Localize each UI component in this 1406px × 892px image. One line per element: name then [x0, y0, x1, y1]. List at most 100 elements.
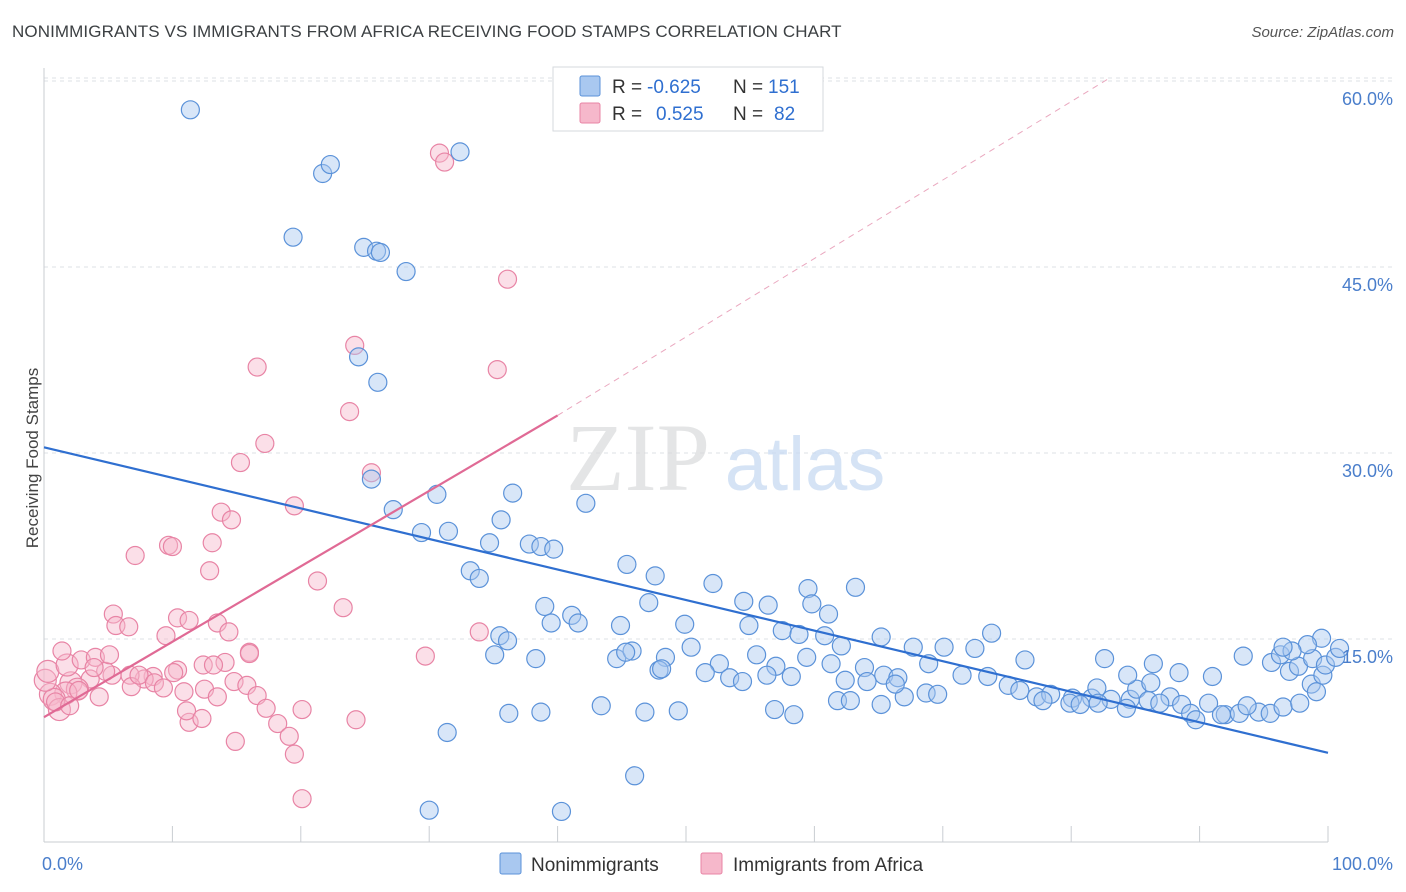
blue-point-26 — [617, 554, 637, 575]
pink-point-33 — [164, 663, 184, 683]
pink-point-68 — [292, 789, 312, 809]
legend-swatch-nonimmigrants — [579, 75, 601, 97]
pink-point-13 — [202, 533, 222, 553]
pink-point-46 — [33, 668, 57, 692]
pink-point-60 — [237, 675, 257, 695]
pink-point-30 — [193, 655, 213, 675]
pink-point-47 — [36, 659, 60, 683]
blue-point-17 — [576, 493, 596, 513]
pink-point-19 — [333, 598, 353, 618]
blue-point-37 — [562, 605, 582, 625]
blue-point-137 — [419, 800, 439, 820]
pink-point-29 — [215, 652, 235, 673]
blue-point-138 — [551, 801, 572, 822]
blue-point-63 — [821, 654, 841, 674]
pink-point-72 — [346, 710, 366, 730]
legend-r-label-2: R = — [612, 104, 642, 125]
pink-point-69 — [225, 731, 245, 752]
y-axis-label: Receiving Food Stamps — [23, 368, 42, 548]
pink-point-22 — [119, 617, 139, 637]
legend-n-value-2: 82 — [774, 104, 795, 125]
blue-point-9 — [348, 347, 369, 367]
y-tick-label-0: 15.0% — [1342, 647, 1393, 667]
source-label: Source: ZipAtlas.com — [1251, 24, 1394, 41]
pink-point-59 — [224, 671, 244, 692]
blue-point-143 — [695, 663, 715, 683]
blue-point-0 — [283, 227, 303, 247]
blue-point-84 — [1198, 693, 1219, 713]
blue-point-38 — [568, 613, 588, 633]
blue-point-121 — [840, 691, 860, 711]
pink-point-52 — [121, 677, 141, 697]
blue-point-24 — [469, 568, 489, 589]
pink-point-9 — [361, 463, 382, 483]
x-tick-label-1: 100.0% — [1332, 854, 1393, 874]
pink-point-24 — [179, 610, 199, 631]
blue-point-95 — [1118, 665, 1138, 685]
x-tick-label-0: 0.0% — [42, 854, 83, 874]
blue-point-116 — [635, 702, 655, 722]
blue-point-132 — [1211, 705, 1232, 725]
blue-point-83 — [1181, 703, 1201, 723]
blue-point-36 — [541, 613, 561, 633]
grid-lines — [44, 77, 1394, 640]
blue-point-101 — [1270, 645, 1291, 665]
blue-point-41 — [485, 645, 505, 665]
blue-point-142 — [652, 659, 672, 679]
blue-point-146 — [757, 665, 777, 685]
blue-point-32 — [639, 593, 659, 613]
blue-point-135 — [1033, 691, 1053, 711]
blue-point-40 — [497, 631, 518, 651]
blue-point-114 — [531, 702, 551, 722]
blue-point-148 — [835, 670, 855, 690]
blue-point-19 — [519, 534, 539, 554]
pink-point-18 — [307, 571, 328, 591]
y-tick-label-3: 60.0% — [1342, 89, 1393, 109]
pink-point-2 — [497, 269, 518, 289]
blue-point-89 — [1273, 697, 1293, 717]
blue-point-51 — [903, 637, 923, 657]
blue-point-62 — [797, 647, 817, 667]
legend-n-label-1: N = — [733, 77, 763, 98]
blue-point-16 — [503, 483, 523, 503]
pink-point-15 — [162, 536, 182, 557]
pink-point-11 — [211, 502, 231, 522]
pink-point-31 — [203, 655, 224, 675]
blue-point-144 — [720, 668, 740, 688]
blue-point-92 — [1306, 682, 1327, 702]
blue-point-42 — [526, 649, 546, 669]
blue-point-47 — [789, 624, 809, 645]
blue-point-105 — [1315, 655, 1336, 675]
blue-point-131 — [1150, 693, 1170, 713]
watermark-atlas: atlas — [725, 422, 886, 507]
pink-point-23 — [167, 608, 188, 628]
blue-point-102 — [1279, 661, 1300, 681]
pink-point-79 — [89, 687, 109, 707]
legend-r-value-2: 0.525 — [656, 104, 704, 125]
blue-point-129 — [1116, 698, 1137, 718]
trend-line-immigrants-extension — [557, 77, 1110, 416]
blue-point-15 — [438, 521, 459, 541]
blue-point-126 — [1060, 693, 1080, 713]
pink-point-73 — [415, 646, 435, 666]
pink-point-6 — [339, 402, 360, 422]
blue-point-133 — [1237, 696, 1257, 716]
bottom-legend-swatch-immigrants — [700, 852, 723, 875]
blue-point-98 — [1202, 666, 1223, 687]
blue-point-53 — [965, 638, 985, 659]
axes — [43, 68, 1329, 843]
blue-point-55 — [1015, 650, 1035, 670]
pink-point-3 — [345, 335, 365, 355]
blue-point-58 — [681, 637, 701, 657]
blue-point-94 — [1094, 649, 1115, 669]
blue-point-127 — [1070, 694, 1090, 715]
pink-point-12 — [221, 510, 242, 530]
blue-point-45 — [739, 615, 759, 636]
pink-point-63 — [256, 698, 276, 718]
blue-point-125 — [928, 684, 948, 704]
blue-point-68 — [952, 665, 972, 685]
blue-point-21 — [544, 539, 564, 559]
pink-point-70 — [179, 712, 199, 732]
blue-point-64 — [854, 657, 875, 678]
blue-point-3 — [320, 154, 340, 175]
